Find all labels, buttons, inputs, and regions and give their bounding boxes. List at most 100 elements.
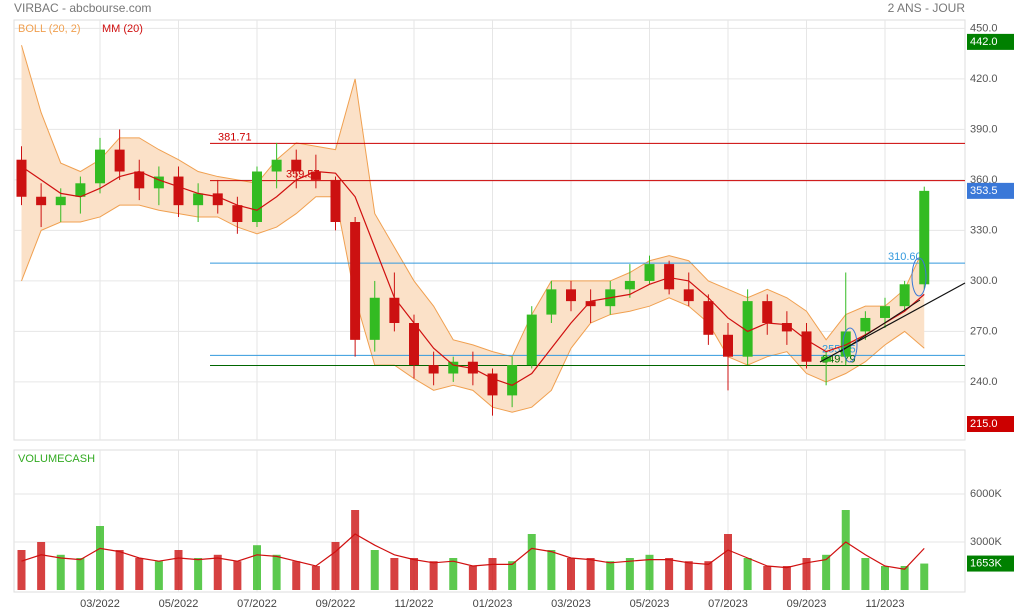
volume-title: VOLUMECASH [18, 453, 95, 465]
y-tick-label: 300.0 [970, 275, 998, 287]
volume-bar [508, 561, 517, 590]
marker-ellipse [911, 257, 927, 297]
volume-bar [724, 534, 732, 590]
chart-title: VIRBAC - abcbourse.com [14, 1, 151, 15]
volume-bar [920, 563, 929, 590]
price-tag [967, 33, 1014, 50]
volume-bar [233, 561, 242, 590]
candle-body [899, 284, 910, 307]
candle-body [624, 280, 635, 290]
candle-body [310, 171, 321, 180]
candle-body [330, 179, 341, 223]
volume-bar [429, 561, 438, 590]
volume-bar [331, 542, 340, 590]
x-tick-label: 11/2023 [866, 598, 905, 610]
x-tick-label: 09/2022 [316, 598, 356, 610]
candle-body [880, 306, 890, 318]
volume-bar [782, 566, 791, 590]
candle-body [153, 176, 164, 189]
bollinger-upper [21, 45, 925, 358]
legend-boll: BOLL (20, 2) [18, 23, 81, 35]
y-tick-label: 450.0 [970, 22, 998, 34]
volume-bar [586, 558, 595, 590]
volume-bar [547, 550, 556, 590]
volume-bar [154, 561, 163, 590]
marks: 03/2022 05/2022 07/2022 09/2022 11/2022 01/20… [14, 20, 1014, 610]
volume-bar [56, 554, 65, 590]
candle-body [448, 361, 459, 374]
volume-bar [763, 566, 772, 590]
x-tick-label: 03/2022 [80, 598, 120, 610]
volume-bar [665, 558, 674, 590]
x-tick-label: 07/2022 [237, 598, 277, 610]
candle-body [703, 301, 714, 335]
volume-bar [135, 558, 144, 590]
candle-body [271, 159, 282, 172]
x-tick-label: 09/2023 [787, 598, 827, 610]
candle-body [114, 149, 125, 172]
volume-bar [37, 542, 46, 590]
legend-ma: MM (20) [102, 23, 143, 35]
x-tick-label: 05/2022 [159, 598, 199, 610]
volume-bar [704, 561, 713, 590]
volume-bar [213, 554, 222, 590]
candle-body [507, 365, 518, 396]
volume-bar [311, 566, 320, 590]
ma-line [21, 165, 925, 386]
volume-bar [881, 566, 889, 590]
candle-body [546, 289, 557, 315]
candle-body [369, 297, 380, 340]
candle-body [781, 323, 792, 332]
level-label: 381.71 [218, 131, 252, 143]
trend-line [839, 299, 921, 353]
volume-bar [96, 526, 104, 590]
candle-body [232, 205, 243, 223]
volume-bar [390, 558, 399, 590]
candle-body [860, 317, 871, 332]
volume-bar [115, 550, 124, 590]
candle-body [350, 222, 361, 340]
bollinger-area [21, 45, 925, 413]
y-tick-label: 3000K [970, 536, 1002, 548]
candle-body [664, 264, 675, 290]
y-tick-label: 6000K [970, 488, 1002, 500]
volume-bar [900, 566, 909, 590]
volume-bar [449, 558, 458, 590]
x-tick-label: 03/2023 [551, 598, 591, 610]
volume-bar [527, 534, 536, 590]
y-tick-label: 420.0 [970, 73, 998, 85]
candle-body [212, 193, 223, 206]
volume-bar [272, 554, 281, 590]
candle-body [742, 301, 753, 357]
candle-body [585, 301, 596, 307]
price-tag [967, 416, 1014, 433]
marker-ellipse [842, 327, 858, 363]
candle-body [723, 334, 733, 357]
x-tick-label: 05/2023 [630, 598, 670, 610]
volume-tag-label: 1653K [970, 557, 1002, 569]
candle-body [566, 289, 576, 302]
volume-bar [606, 561, 615, 590]
candle-body [409, 323, 419, 366]
volume-bar [822, 554, 831, 590]
candle-body [487, 373, 498, 396]
candle-body [134, 171, 145, 189]
candle-body [389, 297, 400, 324]
volume-bar [802, 558, 811, 590]
candle-body [75, 183, 86, 197]
y-tick-label: 330.0 [970, 224, 998, 236]
period: 2 ANS - JOUR [888, 1, 966, 15]
y-tick-label: 360.0 [970, 174, 998, 186]
volume-bar [17, 550, 26, 590]
volume-bar [625, 558, 634, 590]
volume-bar [76, 558, 85, 590]
candle-body [801, 331, 812, 362]
volume-bar [468, 566, 477, 590]
candle-body [428, 365, 439, 374]
candle-body [840, 331, 851, 357]
y-tick-label: 390.0 [970, 123, 998, 135]
price-tag-label: 442.0 [970, 36, 998, 48]
candle-body [16, 159, 27, 197]
candle-body [291, 159, 302, 172]
